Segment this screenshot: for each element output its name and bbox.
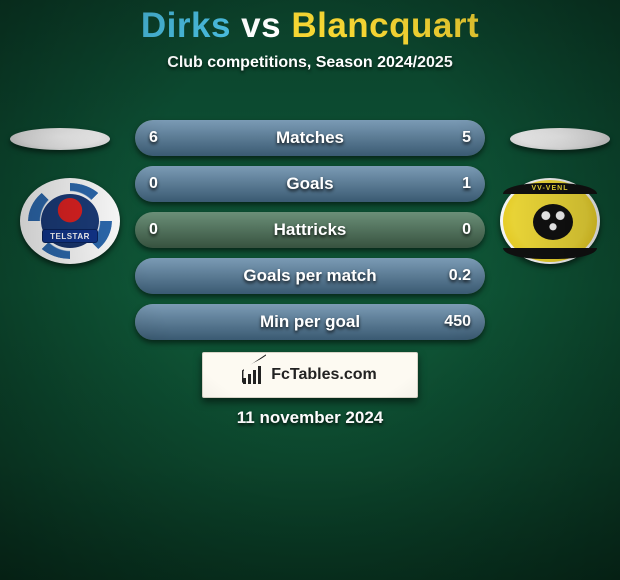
stat-label: Min per goal — [135, 304, 485, 340]
vvv-top-band: VV-VENL — [503, 183, 597, 194]
player1-name-oval — [10, 128, 110, 150]
date-text: 11 november 2024 — [0, 408, 620, 428]
title-vs: vs — [241, 6, 281, 45]
stat-right-value: 5 — [462, 120, 471, 156]
stat-label: Goals — [135, 166, 485, 202]
bar-chart-icon — [243, 366, 265, 384]
attribution-text: FcTables.com — [271, 366, 377, 384]
attribution-panel: FcTables.com — [202, 352, 418, 398]
player2-name: Blancquart — [291, 6, 479, 45]
team1-crest: TELSTAR — [20, 178, 120, 264]
stat-label: Matches — [135, 120, 485, 156]
vvv-bottom-band — [503, 248, 597, 259]
stat-label: Goals per match — [135, 258, 485, 294]
player1-name: Dirks — [141, 6, 231, 45]
soccer-ball-icon — [533, 204, 573, 240]
stat-right-value: 1 — [462, 166, 471, 202]
stat-right-value: 0 — [462, 212, 471, 248]
vvv-yellow-icon: VV-VENL — [503, 180, 597, 262]
stat-row-goals-per-match: Goals per match 0.2 — [135, 258, 485, 294]
player2-name-oval — [510, 128, 610, 150]
team2-crest: VV-VENL — [500, 178, 600, 264]
title: Dirks vs Blancquart — [0, 0, 620, 46]
stat-label: Hattricks — [135, 212, 485, 248]
stat-right-value: 450 — [444, 304, 471, 340]
subtitle: Club competitions, Season 2024/2025 — [0, 54, 620, 72]
stats-column: 6 Matches 5 0 Goals 1 0 Hattricks 0 Goal… — [135, 120, 485, 350]
stat-row-matches: 6 Matches 5 — [135, 120, 485, 156]
comparison-card: Dirks vs Blancquart Club competitions, S… — [0, 0, 620, 580]
stat-row-hattricks: 0 Hattricks 0 — [135, 212, 485, 248]
stat-row-goals: 0 Goals 1 — [135, 166, 485, 202]
stat-row-min-per-goal: Min per goal 450 — [135, 304, 485, 340]
telstar-banner: TELSTAR — [42, 229, 98, 243]
stat-right-value: 0.2 — [449, 258, 471, 294]
